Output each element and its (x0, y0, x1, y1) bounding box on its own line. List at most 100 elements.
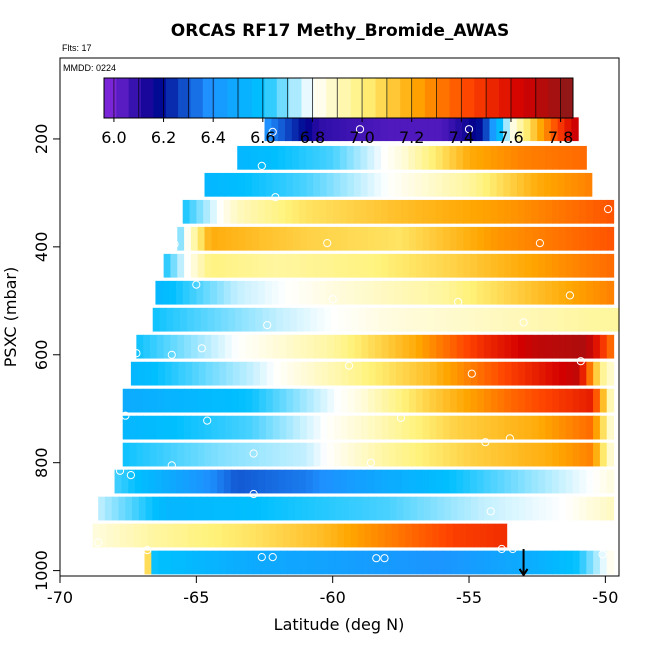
curtain-cell (531, 469, 539, 494)
curtain-cell (203, 469, 211, 494)
curtain-cell (395, 253, 403, 278)
curtain-cell (299, 226, 308, 251)
y-axis-label: PSXC (mbar) (1, 267, 20, 367)
colorbar-swatch (326, 78, 339, 118)
curtain-cell (286, 388, 294, 413)
curtain-cell (197, 253, 206, 278)
curtain-cell (599, 469, 608, 494)
curtain-cell (174, 523, 182, 548)
curtain-cell (531, 361, 540, 386)
curtain-cell (593, 496, 601, 521)
curtain-cell (504, 361, 513, 386)
curtain-cell (435, 145, 444, 170)
curtain-cell (394, 469, 403, 494)
curtain-cell (504, 334, 512, 359)
curtain-cell (598, 523, 606, 548)
curtain-cell (218, 442, 226, 467)
curtain-cell (215, 523, 223, 548)
curtain-cell (306, 226, 315, 251)
curtain-cell (381, 388, 390, 413)
curtain-cell (463, 253, 471, 278)
curtain-cell (340, 388, 349, 413)
curtain-cell (442, 280, 451, 305)
curtain-cell (244, 469, 252, 494)
curtain-cell (400, 117, 409, 142)
curtain-cell (511, 442, 519, 467)
curtain-layer (122, 442, 615, 467)
curtain-cell (204, 415, 212, 440)
y-tick-label: 200 (32, 124, 51, 155)
curtain-cell (312, 199, 321, 224)
curtain-cell (504, 550, 513, 575)
curtain-cell (565, 469, 574, 494)
curtain-cell (163, 415, 172, 440)
curtain-cell (185, 361, 193, 386)
curtain-cell (536, 307, 545, 332)
curtain-cell (511, 253, 519, 278)
curtain-cell (106, 523, 114, 548)
curtain-cell (190, 415, 199, 440)
curtain-cell (432, 523, 440, 548)
curtain-cell (239, 361, 248, 386)
curtain-cell (285, 469, 293, 494)
curtain-cell (374, 415, 383, 440)
curtain-cell (497, 361, 506, 386)
curtain-cell (279, 442, 287, 467)
curtain-cell (586, 442, 594, 467)
curtain-cell (182, 469, 191, 494)
curtain-cell (303, 523, 311, 548)
curtain-cell (211, 172, 219, 197)
curtain-cell (381, 442, 390, 467)
curtain-cell (179, 496, 187, 521)
curtain-cell (320, 253, 328, 278)
curtain-cell (306, 442, 315, 467)
curtain-cell (497, 199, 505, 224)
curtain-cell (216, 280, 225, 305)
colorbar-swatch (252, 78, 265, 118)
curtain-cell (231, 253, 240, 278)
curtain-cell (552, 334, 560, 359)
curtain-cell (593, 550, 601, 575)
curtain-cell (224, 388, 233, 413)
curtain-cell (149, 388, 158, 413)
curtain-cell (463, 280, 471, 305)
curtain-cell (156, 442, 165, 467)
curtain-cell (511, 361, 519, 386)
curtain-cell (470, 550, 479, 575)
curtain-cell (389, 550, 397, 575)
curtain-cell (196, 469, 205, 494)
curtain-cell (457, 550, 465, 575)
curtain-cell (415, 334, 424, 359)
curtain-cell (327, 334, 335, 359)
curtain-cell (545, 280, 553, 305)
curtain-cell (514, 523, 522, 548)
curtain-cell (374, 280, 382, 305)
colorbar-tick-label: 7.6 (498, 128, 523, 147)
curtain-cell (335, 496, 343, 521)
curtain-cell (319, 117, 327, 142)
curtain-cell (271, 145, 279, 170)
curtain-cell (586, 469, 594, 494)
curtain-cell (344, 307, 353, 332)
curtain-cell (278, 469, 287, 494)
curtain-cell (409, 415, 417, 440)
curtain-cell (208, 523, 216, 548)
curtain-cell (340, 199, 348, 224)
curtain-cell (299, 442, 308, 467)
curtain-cell (395, 415, 403, 440)
curtain-cell (224, 334, 233, 359)
curtain-cell (468, 307, 476, 332)
curtain-cell (456, 280, 464, 305)
curtain-cell (422, 442, 431, 467)
sample-point (366, 458, 375, 467)
curtain-cell (369, 496, 377, 521)
curtain-cell (559, 361, 567, 386)
curtain-cell (422, 199, 430, 224)
curtain-cell (197, 226, 206, 251)
curtain-cell (565, 226, 574, 251)
curtain-cell (317, 307, 325, 332)
curtain-cell (559, 496, 567, 521)
curtain-cell (279, 388, 287, 413)
curtain-cell (584, 523, 592, 548)
curtain-cell (452, 523, 461, 548)
